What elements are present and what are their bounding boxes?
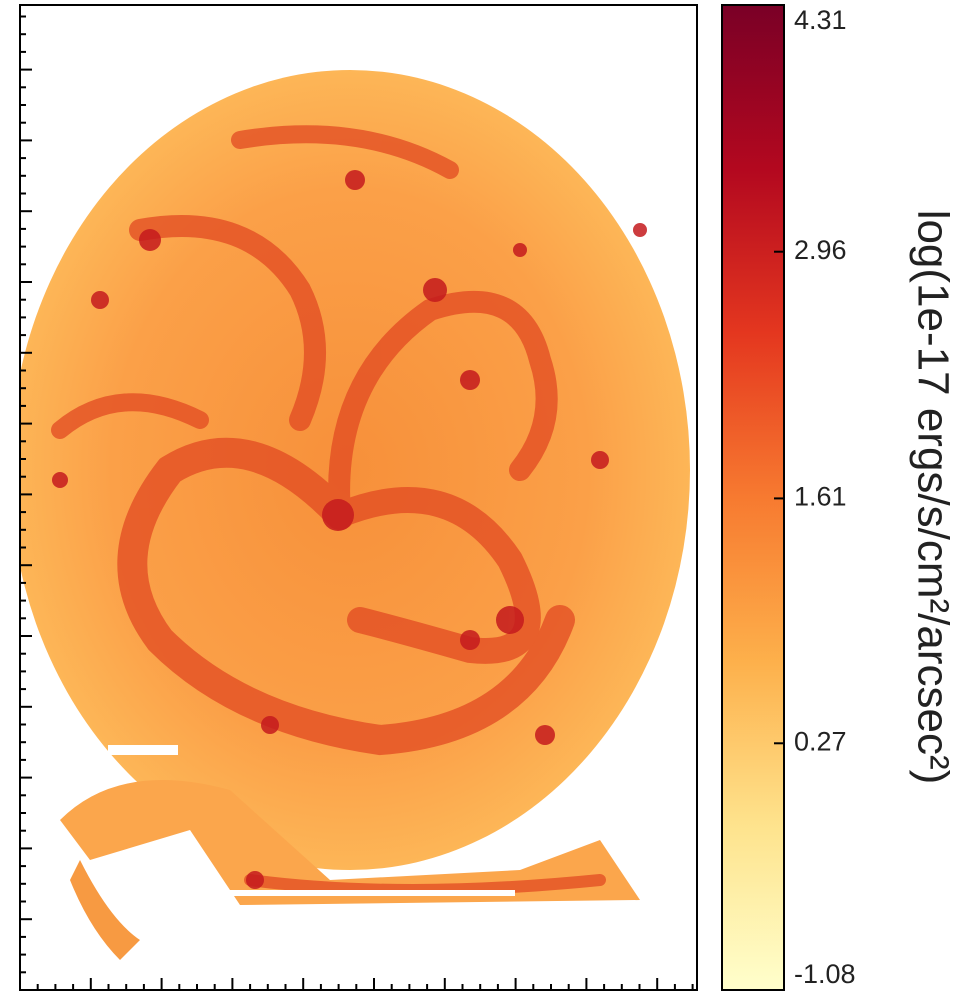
colorbar xyxy=(721,4,785,991)
galaxy-image xyxy=(20,70,690,960)
colorbar-ticks: 4.31 2.96 1.61 0.27 -1.08 xyxy=(774,4,856,991)
colorbar-tick-label: 0.27 xyxy=(794,726,847,756)
image-frame xyxy=(19,4,698,991)
galaxy-outskirt xyxy=(60,780,640,905)
galaxy-outskirt xyxy=(70,860,140,960)
colorbar-tick-label: 1.61 xyxy=(794,482,847,512)
colorbar-tick-label: 2.96 xyxy=(794,235,847,265)
colorbar-tick-label: -1.08 xyxy=(794,959,856,989)
colorbar-tick-label: 4.31 xyxy=(794,5,847,35)
data-gap xyxy=(108,745,178,755)
colorbar-label: log(1e-17 ergs/s/cm²/arcsec²) xyxy=(908,210,957,785)
data-gap xyxy=(225,890,515,896)
hii-regions xyxy=(52,170,647,889)
frame-ticks xyxy=(19,15,694,991)
spiral-arms xyxy=(51,125,606,896)
